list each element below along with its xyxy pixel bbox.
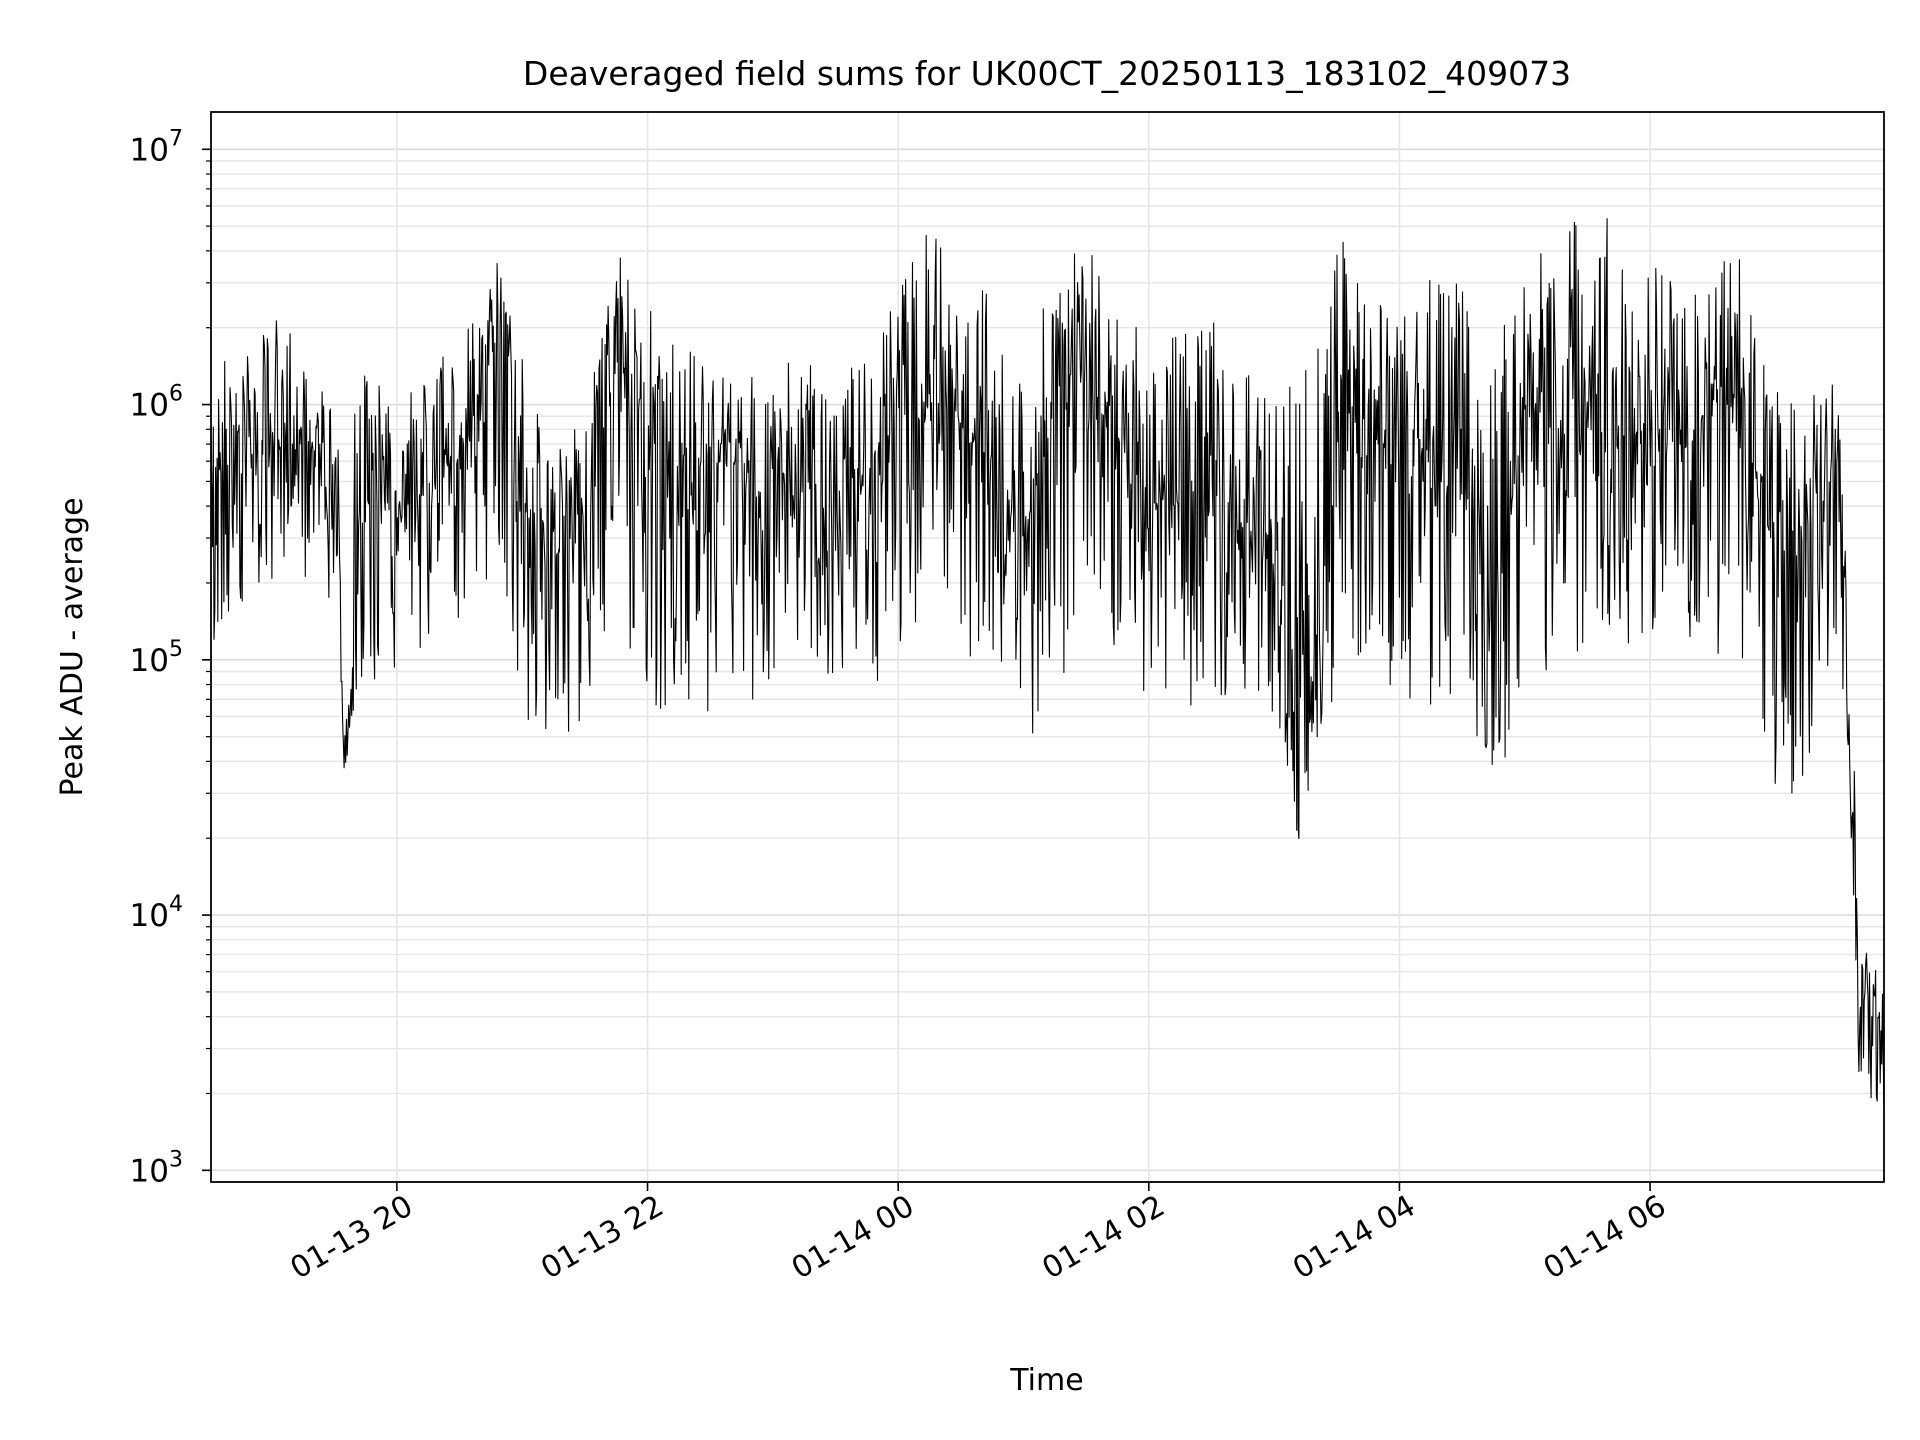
y-tick-label: 106 xyxy=(130,382,183,424)
series-line-0 xyxy=(210,218,1885,1109)
chart-title: Deaveraged field sums for UK00CT_2025011… xyxy=(523,54,1571,93)
plot-frame xyxy=(210,111,1885,1183)
series-layer xyxy=(210,218,1885,1109)
x-axis-label: Time xyxy=(1009,1363,1083,1398)
y-axis-label: Peak ADU - average xyxy=(55,497,90,796)
